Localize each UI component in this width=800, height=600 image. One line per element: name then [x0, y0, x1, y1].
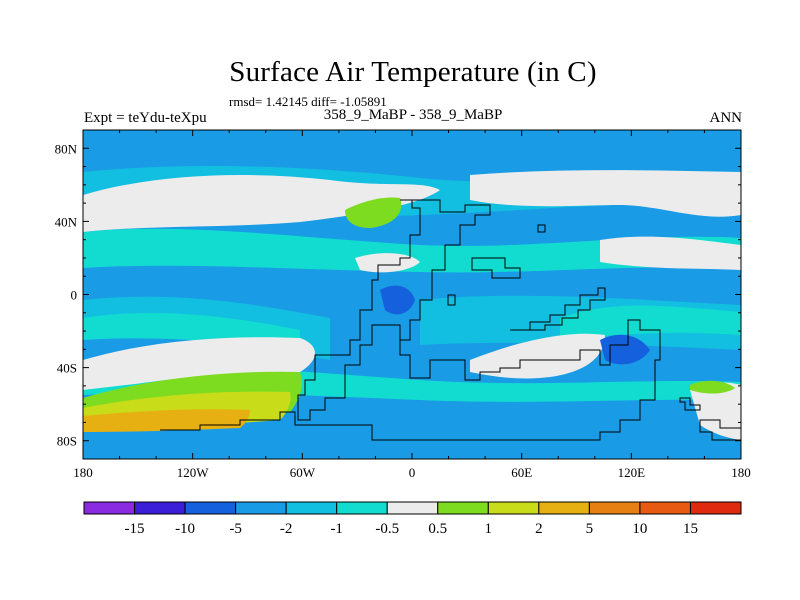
lat-tick-label: 80N	[55, 141, 78, 156]
cool-blue-patch	[380, 285, 415, 315]
season-label: ANN	[709, 110, 743, 126]
colorbar-swatch	[336, 501, 388, 515]
lon-tick-label: 120E	[618, 465, 646, 480]
lon-tick-label: 120W	[177, 465, 210, 480]
lon-tick-label: 0	[409, 465, 416, 480]
land-outline-asia	[510, 287, 606, 331]
near-zero-north-east	[470, 170, 741, 217]
cool-blue-patch-east	[600, 334, 650, 365]
near-zero-north-west	[83, 175, 440, 232]
colorbar: -15 -10 -5 -2 -1 -0.5 0.5 1 2 5 10 15	[83, 501, 742, 537]
colorbar-label: 0.5	[428, 521, 447, 537]
colorbar-swatch	[689, 501, 742, 515]
land-outline-island	[447, 224, 546, 306]
warm-green-east	[690, 380, 735, 394]
colorbar-label: -0.5	[375, 521, 399, 537]
warm-orange-south	[83, 409, 250, 432]
colorbar-swatch	[437, 501, 489, 515]
colorbar-swatch	[386, 501, 439, 515]
lat-tick-label: 80S	[57, 434, 77, 449]
stats-line: rmsd= 1.42145 diff= -1.05891	[229, 94, 387, 109]
lat-tick-label: 0	[71, 288, 78, 303]
experiment-label: Expt = teYdu-teXpu	[84, 110, 207, 126]
lon-tick-label: 180	[73, 465, 93, 480]
lon-tick-label: 60W	[290, 465, 316, 480]
colorbar-label: -10	[175, 521, 195, 537]
near-zero-asia	[600, 236, 741, 270]
lon-tick-label: 180	[731, 465, 751, 480]
band-cyan-north	[83, 228, 741, 273]
colorbar-swatch	[235, 501, 287, 515]
land-outline-north-east	[471, 257, 521, 279]
lat-tick-label: 40S	[57, 361, 77, 376]
colorbar-label: 10	[632, 521, 647, 537]
colorbar-swatch	[134, 501, 186, 515]
colorbar-swatch	[487, 501, 540, 515]
colorbar-label: -1	[330, 521, 343, 537]
period-label: 358_9_MaBP - 358_9_MaBP	[323, 107, 503, 123]
colorbar-swatch	[538, 501, 590, 515]
plot-title: Surface Air Temperature (in C)	[229, 56, 597, 88]
colorbar-label: -2	[280, 521, 293, 537]
lat-tick-label: 40N	[55, 214, 78, 229]
colorbar-swatch	[639, 501, 691, 515]
land-outline-west	[297, 199, 491, 421]
land-outline-east	[679, 397, 741, 441]
colorbar-label: 5	[586, 521, 594, 537]
lon-tick-label: 60E	[511, 465, 532, 480]
warm-green-north	[345, 197, 402, 228]
near-zero-south-west	[83, 337, 315, 390]
near-zero-south-east	[470, 333, 605, 379]
colorbar-label: 2	[535, 521, 543, 537]
colorbar-label: 1	[485, 521, 493, 537]
colorbar-swatch	[588, 501, 641, 515]
colorbar-swatch	[184, 501, 237, 515]
colorbar-swatch	[285, 501, 338, 515]
colorbar-label: -5	[229, 521, 242, 537]
colorbar-label: 15	[683, 521, 698, 537]
band-cyan-east	[560, 305, 741, 340]
near-zero-antarctic-east	[690, 382, 741, 440]
land-outline-south	[160, 319, 661, 441]
colorbar-label: -15	[125, 521, 145, 537]
axis-ticks: 180 120W 60W 0 60E 120E 180 80N 40N 0 40S 80S	[55, 130, 751, 480]
colorbar-swatch	[83, 501, 136, 515]
temperature-field	[83, 130, 741, 459]
